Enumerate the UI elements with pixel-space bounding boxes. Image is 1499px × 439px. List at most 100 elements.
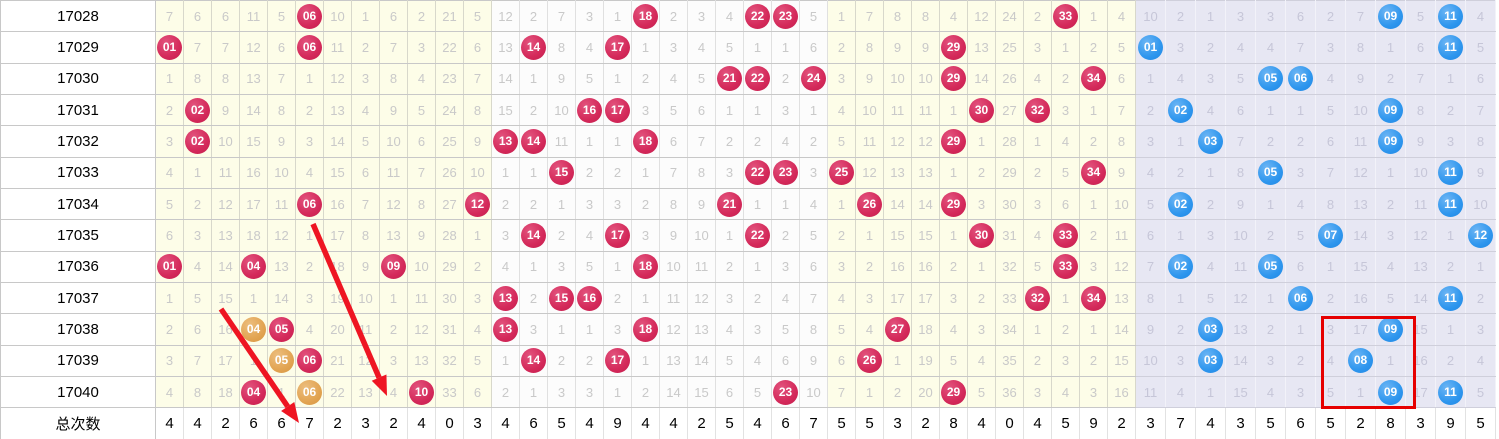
red-miss-cell: 10 bbox=[659, 250, 688, 284]
red-miss-cell: 4 bbox=[1051, 125, 1080, 158]
red-miss-cell: 14 bbox=[659, 376, 688, 409]
drawn-number-cell: 11 bbox=[1435, 188, 1466, 221]
period-row: 17034 5 2 12 17 11 06 16 7 12 8 27 12 2 2 1 3 3 2 8 9 21 1 1 4 1 2… bbox=[0, 188, 1496, 221]
red-ball: 34 bbox=[1081, 66, 1106, 92]
red-miss-cell: 3 bbox=[1079, 250, 1108, 284]
red-miss-cell: 7 bbox=[407, 156, 436, 190]
blue-miss-cell: 1 bbox=[1375, 31, 1406, 64]
blue-miss-cell: 3 bbox=[1165, 344, 1196, 378]
red-miss-cell: 2 bbox=[715, 125, 744, 158]
red-miss-cell: 2 bbox=[1023, 344, 1052, 378]
red-miss-cell: 2 bbox=[1023, 0, 1052, 33]
blue-miss-cell: 7 bbox=[1405, 62, 1436, 96]
red-miss-cell: 10 bbox=[267, 156, 296, 190]
red-miss-cell: 4 bbox=[967, 344, 996, 378]
red-miss-cell: 5 bbox=[687, 62, 716, 96]
red-ball: 14 bbox=[521, 223, 546, 249]
red-miss-cell: 3 bbox=[631, 94, 660, 127]
period-label: 17037 bbox=[0, 282, 156, 315]
red-miss-cell: 3 bbox=[967, 188, 996, 221]
drawn-number-cell: 12 bbox=[1465, 219, 1496, 252]
red-ball: 17 bbox=[605, 97, 630, 123]
total-count-cell: 2 bbox=[1107, 407, 1136, 439]
red-miss-cell: 6 bbox=[1051, 188, 1080, 221]
drawn-number-cell: 14 bbox=[519, 219, 548, 252]
red-miss-cell: 15 bbox=[687, 376, 716, 409]
drawn-number-cell: 06 bbox=[295, 188, 324, 221]
drawn-number-cell: 03 bbox=[1195, 344, 1226, 378]
red-miss-cell: 1 bbox=[603, 62, 632, 96]
red-ball: 15 bbox=[549, 285, 574, 311]
drawn-number-cell: 06 bbox=[1285, 62, 1316, 96]
red-miss-cell: 4 bbox=[183, 250, 212, 284]
blue-miss-cell: 6 bbox=[1315, 125, 1346, 158]
red-miss-cell: 2 bbox=[1079, 219, 1108, 252]
red-miss-cell: 2 bbox=[519, 94, 548, 127]
red-miss-cell: 4 bbox=[575, 31, 604, 64]
blue-miss-cell: 9 bbox=[1225, 188, 1256, 221]
red-miss-cell: 3 bbox=[547, 250, 576, 284]
blue-ball: 03 bbox=[1198, 317, 1223, 343]
blue-miss-cell: 14 bbox=[1225, 344, 1256, 378]
blue-miss-cell: 4 bbox=[1285, 188, 1316, 221]
red-miss-cell: 1 bbox=[631, 344, 660, 378]
red-miss-cell: 3 bbox=[715, 156, 744, 190]
blue-miss-cell: 2 bbox=[1195, 31, 1226, 64]
red-ball: 02 bbox=[185, 129, 210, 155]
red-ball: 34 bbox=[1081, 160, 1106, 186]
blue-ball: 11 bbox=[1438, 3, 1463, 29]
red-miss-cell: 12 bbox=[239, 31, 268, 64]
red-miss-cell: 5 bbox=[967, 376, 996, 409]
red-miss-cell: 13 bbox=[911, 156, 940, 190]
red-miss-cell: 7 bbox=[1107, 94, 1136, 127]
blue-miss-cell: 6 bbox=[1225, 94, 1256, 127]
blue-miss-cell: 8 bbox=[1135, 282, 1166, 315]
drawn-number-cell: 11 bbox=[1435, 0, 1466, 33]
blue-ball: 07 bbox=[1318, 223, 1343, 249]
red-miss-cell: 3 bbox=[1023, 376, 1052, 409]
red-miss-cell: 1 bbox=[939, 156, 968, 190]
total-count-cell: 3 bbox=[883, 407, 912, 439]
totals-label: 总次数 bbox=[0, 407, 156, 439]
blue-miss-cell: 5 bbox=[1135, 188, 1166, 221]
red-miss-cell: 15 bbox=[883, 219, 912, 252]
red-miss-cell: 16 bbox=[911, 250, 940, 284]
red-miss-cell: 4 bbox=[855, 313, 884, 346]
drawn-number-cell: 09 bbox=[379, 250, 408, 284]
red-miss-cell: 5 bbox=[1107, 31, 1136, 64]
drawn-number-cell: 29 bbox=[939, 188, 968, 221]
red-miss-cell: 1 bbox=[547, 313, 576, 346]
blue-ball: 02 bbox=[1168, 191, 1193, 217]
red-miss-cell: 9 bbox=[379, 94, 408, 127]
red-miss-cell: 2 bbox=[967, 282, 996, 315]
red-miss-cell: 20 bbox=[911, 376, 940, 409]
red-miss-cell: 21 bbox=[435, 0, 464, 33]
red-miss-cell: 13 bbox=[491, 31, 520, 64]
blue-miss-cell: 2 bbox=[1255, 219, 1286, 252]
total-count-cell: 5 bbox=[1465, 407, 1496, 439]
drawn-number-cell: 18 bbox=[631, 0, 660, 33]
period-label: 17040 bbox=[0, 376, 156, 409]
blue-miss-cell: 10 bbox=[1405, 156, 1436, 190]
drawn-number-cell: 27 bbox=[883, 313, 912, 346]
red-miss-cell: 3 bbox=[631, 219, 660, 252]
drawn-number-cell: 14 bbox=[519, 344, 548, 378]
red-miss-cell: 2 bbox=[547, 219, 576, 252]
blue-ball: 09 bbox=[1378, 379, 1403, 405]
drawn-number-cell: 21 bbox=[715, 62, 744, 96]
blue-ball: 02 bbox=[1168, 254, 1193, 280]
red-ball: 27 bbox=[885, 317, 910, 343]
drawn-number-cell: 11 bbox=[1435, 376, 1466, 409]
red-miss-cell: 4 bbox=[351, 94, 380, 127]
red-miss-cell: 24 bbox=[435, 94, 464, 127]
red-miss-cell: 14 bbox=[323, 125, 352, 158]
blue-miss-cell: 1 bbox=[1285, 313, 1316, 346]
red-miss-cell: 1 bbox=[603, 0, 632, 33]
red-miss-cell: 2 bbox=[463, 250, 492, 284]
period-label: 17031 bbox=[0, 94, 156, 127]
red-miss-cell: 28 bbox=[995, 125, 1024, 158]
total-count-cell: 2 bbox=[1345, 407, 1376, 439]
blue-miss-cell: 12 bbox=[1405, 219, 1436, 252]
red-miss-cell: 3 bbox=[827, 250, 856, 284]
red-miss-cell: 12 bbox=[687, 282, 716, 315]
